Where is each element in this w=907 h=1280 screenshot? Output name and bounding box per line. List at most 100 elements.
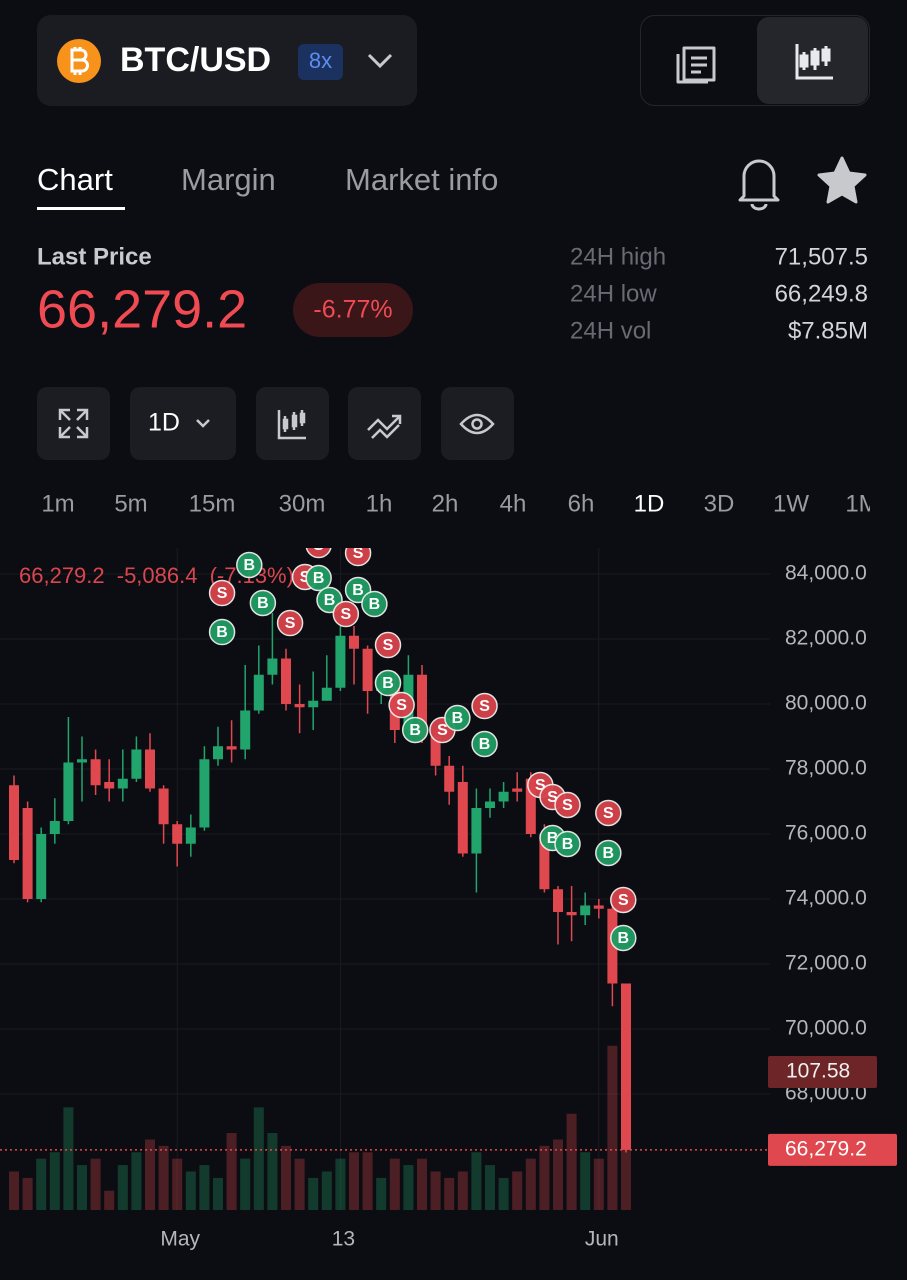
timeframe[interactable]: 1m (41, 490, 74, 517)
indicator-btn[interactable] (348, 387, 421, 460)
volume-bar (9, 1171, 19, 1210)
trade-marker-label: B (369, 596, 381, 613)
x-tick-label: May (160, 1228, 200, 1251)
volume-bar (335, 1158, 346, 1210)
volume-bar (471, 1152, 482, 1210)
candle-body (444, 765, 455, 792)
timeframe[interactable]: 30m (279, 490, 326, 517)
eye-pupil (471, 418, 483, 430)
candle-body (335, 635, 346, 688)
tab[interactable]: Chart (37, 162, 113, 197)
candle-body (199, 759, 210, 828)
trade-marker (471, 692, 498, 720)
stat-label: 24H low (570, 280, 657, 307)
volume-bar (525, 1158, 536, 1210)
candle-body (471, 807, 482, 854)
trade-marker (305, 548, 332, 559)
candle-body (553, 889, 563, 912)
trade-marker-label: S (535, 777, 546, 794)
star-icon[interactable] (817, 156, 867, 204)
volume-bar (403, 1165, 414, 1210)
volume-bar (593, 1158, 604, 1210)
volume-bar (485, 1165, 495, 1210)
visibility-btn[interactable] (441, 387, 514, 460)
timeframe[interactable]: 2h (432, 490, 459, 517)
candle-body (36, 833, 47, 899)
candle-body (362, 648, 373, 691)
trade-marker-label: B (562, 836, 574, 853)
trade-marker (554, 830, 581, 858)
timeframe[interactable]: 4h (500, 490, 527, 517)
price-tag (768, 1133, 897, 1166)
tab[interactable]: Market info (345, 162, 498, 197)
trade-marker-label: B (216, 624, 228, 641)
timeframe[interactable]: 1h (366, 490, 393, 517)
timeframe[interactable]: 1D (634, 490, 665, 517)
trade-marker (332, 600, 360, 628)
timeframe[interactable]: 1M (845, 490, 878, 517)
timeframe[interactable]: 15m (189, 490, 236, 517)
trade-marker (595, 799, 622, 827)
trade-marker (401, 716, 429, 744)
trade-marker (208, 618, 236, 646)
timeframe[interactable]: 6h (568, 490, 595, 517)
candle-body (430, 736, 441, 766)
x-tick-label: Jun (585, 1228, 619, 1251)
pair-selector[interactable] (37, 15, 417, 106)
chevron (196, 419, 210, 428)
candle-body (49, 820, 60, 834)
volume-bar (36, 1158, 47, 1210)
timeframe[interactable]: 1W (773, 490, 809, 517)
timeframe[interactable]: 5m (114, 490, 147, 517)
fullscreen-btn[interactable] (37, 387, 110, 460)
price-tag-label: 66,279.2 (785, 1137, 867, 1160)
trade-marker-label: B (547, 830, 559, 847)
pair: BTC/USD (120, 41, 271, 79)
volume-bar (199, 1165, 210, 1210)
candle-body (158, 788, 169, 825)
trade-marker-label: S (341, 606, 352, 623)
last-price: 66,279.2 (37, 279, 247, 339)
candle-body (593, 905, 604, 909)
candle-body (566, 911, 577, 916)
trade-marker-label: B (617, 930, 629, 947)
last-price-label: Last Price (37, 243, 152, 270)
trade-marker (361, 590, 388, 618)
fullscreen-icon (58, 408, 89, 439)
volume-bar (457, 1171, 468, 1210)
volume-bar (90, 1158, 101, 1210)
volume-bar (185, 1171, 196, 1210)
trade-marker (208, 579, 236, 607)
candle-body (417, 674, 427, 737)
y-tick-label: 80,000.0 (785, 692, 867, 715)
volume-bar (512, 1171, 523, 1210)
trade-marker-label: B (324, 592, 336, 609)
chevron (367, 53, 393, 69)
volume-bar (376, 1177, 387, 1210)
leverage-badge (298, 44, 343, 80)
trade-marker-label: B (313, 570, 325, 587)
doc-icon (676, 46, 716, 84)
candle-body (621, 983, 631, 1150)
candle-body (349, 635, 359, 649)
timeframe[interactable]: 3D (704, 490, 735, 517)
volume-bar (444, 1177, 455, 1210)
y-tick-label: 84,000.0 (785, 562, 867, 585)
candle-body (512, 788, 523, 792)
interval-btn[interactable] (130, 387, 236, 460)
trade-marker (610, 924, 637, 952)
candle-body (580, 905, 591, 916)
interval: 1D (148, 409, 180, 437)
bell-icon[interactable] (738, 159, 780, 211)
trade-marker (388, 691, 415, 719)
candle-body (607, 908, 618, 984)
tab[interactable]: Margin (181, 162, 276, 197)
trade-marker (554, 791, 581, 819)
candle-body (226, 746, 237, 750)
candle-body (281, 658, 291, 704)
trade-marker (344, 548, 372, 567)
trade-marker-label: S (396, 697, 407, 714)
leverage: 8x (309, 48, 332, 73)
